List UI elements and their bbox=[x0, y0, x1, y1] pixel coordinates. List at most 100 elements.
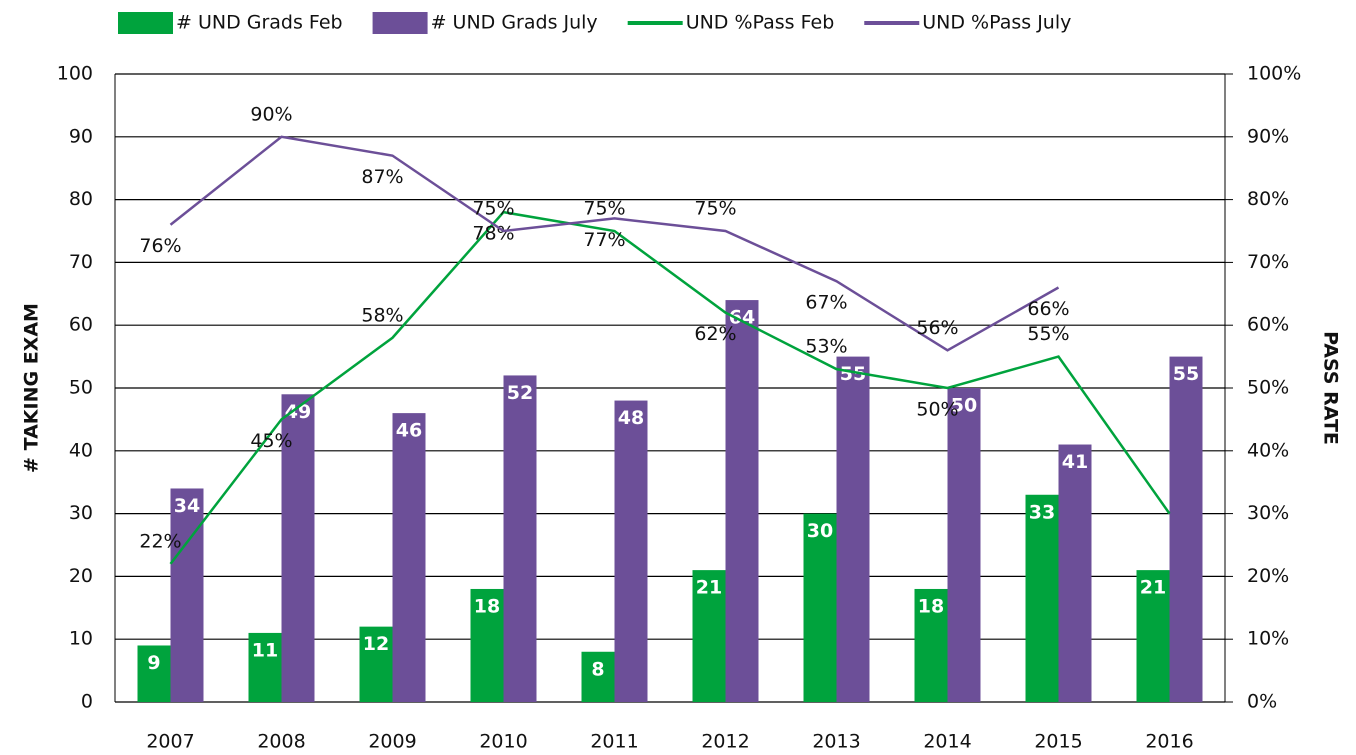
legend-label: UND %Pass Feb bbox=[686, 12, 835, 34]
y2-tick-label: 60% bbox=[1247, 314, 1289, 336]
line-label: 55% bbox=[1027, 323, 1069, 345]
y2-tick-label: 0% bbox=[1247, 691, 1277, 713]
bar bbox=[359, 626, 393, 702]
bar-label: 21 bbox=[1140, 577, 1166, 599]
bar bbox=[281, 394, 315, 702]
x-tick-label: 2013 bbox=[812, 731, 860, 753]
y-tick-label: 100 bbox=[57, 63, 93, 85]
y-tick-label: 50 bbox=[69, 377, 93, 399]
bar bbox=[1058, 444, 1092, 702]
y-tick-label: 30 bbox=[69, 502, 93, 524]
bar-label: 41 bbox=[1062, 451, 1088, 473]
line-label: 66% bbox=[1027, 298, 1069, 320]
bar-label: 18 bbox=[474, 595, 500, 617]
bar bbox=[803, 513, 837, 702]
line-label: 75% bbox=[583, 198, 625, 220]
bar-label: 8 bbox=[591, 658, 604, 680]
x-tick-label: 2007 bbox=[146, 731, 194, 753]
line-label: 45% bbox=[250, 430, 292, 452]
line-label: 53% bbox=[805, 336, 847, 358]
bar-label: 52 bbox=[507, 382, 533, 404]
bar-label: 18 bbox=[918, 595, 944, 617]
bar-label: 55 bbox=[840, 363, 866, 385]
y-tick-label: 70 bbox=[69, 251, 93, 273]
x-tick-label: 2009 bbox=[368, 731, 416, 753]
bar bbox=[914, 588, 948, 702]
bar bbox=[725, 300, 759, 702]
line bbox=[169, 135, 1060, 352]
line-label: 56% bbox=[916, 317, 958, 339]
y2-tick-label: 10% bbox=[1247, 628, 1289, 650]
line-label: 62% bbox=[694, 323, 736, 345]
x-tick-label: 2012 bbox=[701, 731, 749, 753]
bar bbox=[392, 413, 426, 702]
bar-label: 48 bbox=[618, 407, 644, 429]
y-tick-label: 10 bbox=[69, 628, 93, 650]
bar bbox=[836, 356, 870, 702]
bar bbox=[947, 388, 981, 702]
line-label: 67% bbox=[805, 292, 847, 314]
bar bbox=[692, 570, 726, 702]
bar-label: 46 bbox=[396, 420, 422, 442]
legend-swatch bbox=[372, 12, 428, 34]
y2-tick-label: 50% bbox=[1247, 377, 1289, 399]
line bbox=[169, 210, 1171, 565]
bar-label: 55 bbox=[1173, 363, 1199, 385]
x-tick-label: 2008 bbox=[257, 731, 305, 753]
bar-label: 50 bbox=[951, 395, 977, 417]
y-tick-label: 40 bbox=[69, 439, 93, 461]
bar-label: 11 bbox=[252, 639, 278, 661]
bar bbox=[614, 400, 648, 702]
bar bbox=[503, 375, 537, 702]
bar bbox=[581, 651, 615, 702]
y-axis-title: # TAKING EXAM bbox=[21, 303, 43, 473]
y2-axis-title: PASS RATE bbox=[1320, 331, 1342, 445]
bar-label: 12 bbox=[363, 633, 389, 655]
line-label: 77% bbox=[583, 229, 625, 251]
legend-label: # UND Grads Feb bbox=[176, 12, 343, 34]
y-tick-label: 80 bbox=[69, 188, 93, 210]
y2-tick-label: 20% bbox=[1247, 565, 1289, 587]
y2-tick-label: 80% bbox=[1247, 188, 1289, 210]
bar bbox=[1025, 494, 1059, 702]
bar-label: 30 bbox=[807, 520, 833, 542]
legend-label: UND %Pass July bbox=[922, 12, 1071, 34]
line-label: 75% bbox=[694, 198, 736, 220]
legend-swatch bbox=[118, 12, 173, 34]
bar bbox=[470, 588, 504, 702]
x-tick-label: 2016 bbox=[1145, 731, 1193, 753]
bar-label: 34 bbox=[174, 495, 200, 517]
y-tick-label: 0 bbox=[81, 691, 93, 713]
y2-tick-label: 90% bbox=[1247, 125, 1289, 147]
y2-tick-label: 40% bbox=[1247, 439, 1289, 461]
bar bbox=[170, 488, 204, 702]
y2-tick-label: 30% bbox=[1247, 502, 1289, 524]
line-label: 50% bbox=[916, 399, 958, 421]
line-label: 78% bbox=[472, 223, 514, 245]
line-label: 22% bbox=[139, 530, 181, 552]
bar-label: 33 bbox=[1029, 501, 1055, 523]
y2-tick-label: 100% bbox=[1247, 63, 1301, 85]
bar bbox=[1169, 356, 1203, 702]
y2-tick-label: 70% bbox=[1247, 251, 1289, 273]
line-label: 90% bbox=[250, 103, 292, 125]
bar bbox=[248, 632, 282, 702]
x-tick-label: 2011 bbox=[590, 731, 638, 753]
line-label: 87% bbox=[361, 166, 403, 188]
bar bbox=[1136, 570, 1170, 702]
y-tick-label: 90 bbox=[69, 125, 93, 147]
legend-label: # UND Grads July bbox=[431, 12, 598, 34]
line-label: 76% bbox=[139, 235, 181, 257]
line-label: 75% bbox=[472, 198, 514, 220]
x-tick-label: 2014 bbox=[923, 731, 971, 753]
x-tick-label: 2010 bbox=[479, 731, 527, 753]
bar-label: 49 bbox=[285, 401, 311, 423]
y-tick-label: 60 bbox=[69, 314, 93, 336]
bar bbox=[137, 645, 171, 702]
bar-label: 9 bbox=[147, 652, 160, 674]
bar-label: 21 bbox=[696, 577, 722, 599]
y-tick-label: 20 bbox=[69, 565, 93, 587]
x-tick-label: 2015 bbox=[1034, 731, 1082, 753]
line-label: 58% bbox=[361, 304, 403, 326]
